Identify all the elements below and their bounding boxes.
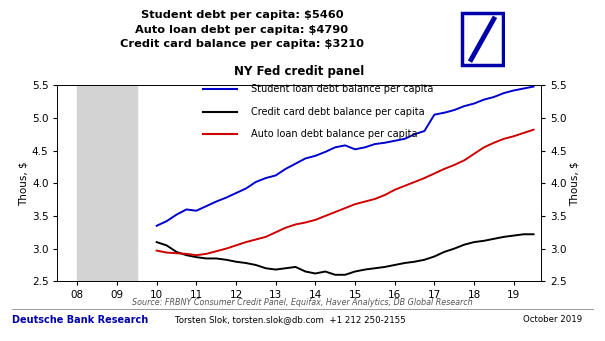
Text: Student loan debt balance per capita: Student loan debt balance per capita — [251, 84, 433, 94]
Bar — [77, 85, 137, 281]
Text: NY Fed credit panel: NY Fed credit panel — [234, 65, 365, 78]
Text: Student debt per capita: $5460
Auto loan debt per capita: $4790
Credit card bala: Student debt per capita: $5460 Auto loan… — [120, 10, 364, 49]
Text: Credit card debt balance per capita: Credit card debt balance per capita — [251, 107, 425, 117]
Y-axis label: Thous, $: Thous, $ — [570, 161, 580, 206]
Text: Torsten Slok, torsten.slok@db.com  +1 212 250-2155: Torsten Slok, torsten.slok@db.com +1 212… — [175, 315, 406, 324]
Text: Auto loan debt balance per capita: Auto loan debt balance per capita — [251, 129, 417, 139]
Text: Deutsche Bank Research: Deutsche Bank Research — [12, 315, 148, 325]
Text: October 2019: October 2019 — [523, 315, 583, 324]
Text: Source: FRBNY Consumer Credit Panel, Equifax, Haver Analytics, DB Global Researc: Source: FRBNY Consumer Credit Panel, Equ… — [132, 298, 473, 307]
Y-axis label: Thous, $: Thous, $ — [19, 161, 29, 206]
